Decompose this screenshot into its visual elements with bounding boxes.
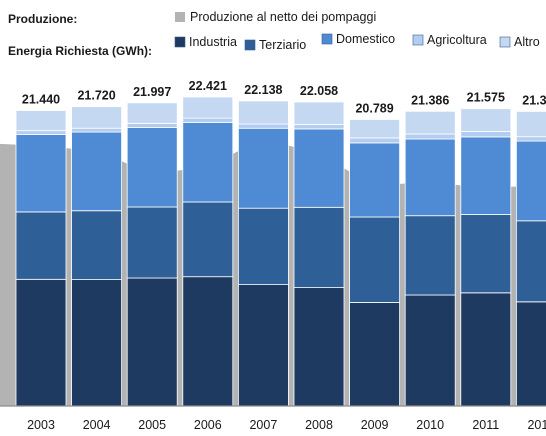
total-label-2007: 22.138 xyxy=(244,83,282,97)
bar-terziario-2012 xyxy=(516,220,546,303)
bar-industria-2007 xyxy=(237,284,289,407)
bar-domestico-2004 xyxy=(71,131,122,212)
total-label-2003: 21.440 xyxy=(22,93,60,107)
bar-agricoltura-2008 xyxy=(293,124,345,130)
x-tick-2011: 2011 xyxy=(472,418,499,432)
bar-domestico-2009 xyxy=(349,142,401,218)
bar-industria-2005 xyxy=(126,277,178,407)
bar-industria-2003 xyxy=(15,278,67,407)
legend-label-industria: Industria xyxy=(189,35,237,49)
legend-label-agricoltura: Agricoltura xyxy=(427,33,487,47)
bar-agricoltura-2010 xyxy=(404,133,456,140)
total-label-2012: 21.374 xyxy=(522,93,546,107)
chart-title-line2: Energia Richiesta (GWh): xyxy=(8,44,152,58)
bar-agricoltura-2003 xyxy=(15,130,67,135)
bar-industria-2006 xyxy=(182,276,234,407)
legend-label-altro: Altro xyxy=(514,35,540,49)
x-tick-2010: 2010 xyxy=(416,418,444,432)
bar-altro-2006 xyxy=(182,96,234,119)
bar-domestico-2008 xyxy=(293,128,345,208)
bar-terziario-2011 xyxy=(460,214,512,294)
bar-terziario-2008 xyxy=(293,206,345,289)
bar-industria-2012 xyxy=(516,301,546,407)
total-label-2010: 21.386 xyxy=(411,93,449,107)
x-tick-2005: 2005 xyxy=(138,418,166,432)
x-tick-2009: 2009 xyxy=(361,418,389,432)
bar-altro-2008 xyxy=(293,101,345,125)
total-label-2008: 22.058 xyxy=(300,84,338,98)
bar-domestico-2007 xyxy=(237,127,289,209)
x-tick-labels: 2003 2004 2005 2006 2007 2008 2009 2010 2011 2012 xyxy=(27,418,546,432)
bars-layer xyxy=(15,96,546,407)
bar-agricoltura-2011 xyxy=(460,130,512,138)
bar-altro-2009 xyxy=(349,119,401,139)
x-tick-2007: 2007 xyxy=(249,418,277,432)
bar-altro-2004 xyxy=(71,106,122,129)
legend-series: Industria Terziario Domestico Agricoltura Al… xyxy=(174,32,540,52)
bar-domestico-2011 xyxy=(460,136,512,215)
bar-terziario-2003 xyxy=(15,211,67,280)
bar-domestico-2006 xyxy=(182,122,234,203)
bar-industria-2011 xyxy=(460,292,512,407)
bar-terziario-2005 xyxy=(126,206,178,279)
bar-terziario-2006 xyxy=(182,201,234,278)
legend-swatch-industria xyxy=(174,36,186,48)
total-label-2011: 21.575 xyxy=(467,91,505,105)
bar-altro-2003 xyxy=(15,110,67,132)
bar-terziario-2004 xyxy=(71,210,122,281)
bar-industria-2010 xyxy=(404,294,456,407)
bar-industria-2004 xyxy=(71,279,122,407)
bar-agricoltura-2004 xyxy=(71,127,122,133)
bar-industria-2008 xyxy=(293,287,345,407)
x-tick-2004: 2004 xyxy=(83,418,111,432)
x-tick-2003: 2003 xyxy=(27,418,55,432)
bar-altro-2005 xyxy=(126,102,178,124)
bar-domestico-2005 xyxy=(126,127,178,208)
bar-altro-2007 xyxy=(237,100,289,125)
bar-altro-2010 xyxy=(404,110,456,135)
x-tick-2006: 2006 xyxy=(194,418,222,432)
bar-domestico-2003 xyxy=(15,133,67,213)
bar-terziario-2007 xyxy=(237,207,289,285)
chart-title-line1: Produzione: xyxy=(8,12,77,26)
legend-label-domestico: Domestico xyxy=(336,32,395,46)
x-tick-2012: 2012 xyxy=(527,418,546,432)
bar-domestico-2010 xyxy=(404,138,456,217)
total-label-2004: 21.720 xyxy=(77,89,115,103)
legend-swatch-domestico xyxy=(321,33,333,45)
legend-label-area: Produzione al netto dei pompaggi xyxy=(190,10,376,24)
x-tick-2008: 2008 xyxy=(305,418,333,432)
totals-layer: 21.440 21.720 21.997 22.421 22.138 22.058 20.7… xyxy=(22,79,546,116)
bar-agricoltura-2012 xyxy=(516,136,546,142)
total-label-2006: 22.421 xyxy=(189,79,227,93)
legend-swatch-terziario xyxy=(244,39,256,51)
bar-agricoltura-2006 xyxy=(182,117,234,123)
bar-terziario-2010 xyxy=(404,215,456,296)
bar-terziario-2009 xyxy=(349,216,401,303)
legend-swatch-area xyxy=(175,12,185,22)
bar-agricoltura-2007 xyxy=(237,123,289,129)
bar-domestico-2012 xyxy=(516,140,546,222)
legend-label-terziario: Terziario xyxy=(259,38,306,52)
total-label-2005: 21.997 xyxy=(133,85,171,99)
total-label-2009: 20.789 xyxy=(355,102,393,116)
bar-industria-2009 xyxy=(349,301,401,407)
legend-swatch-altro xyxy=(499,36,511,48)
bar-altro-2011 xyxy=(460,108,512,132)
bar-agricoltura-2005 xyxy=(126,123,178,129)
legend-swatch-agricoltura xyxy=(412,34,424,46)
bar-altro-2012 xyxy=(516,111,546,138)
bar-agricoltura-2009 xyxy=(349,137,401,144)
